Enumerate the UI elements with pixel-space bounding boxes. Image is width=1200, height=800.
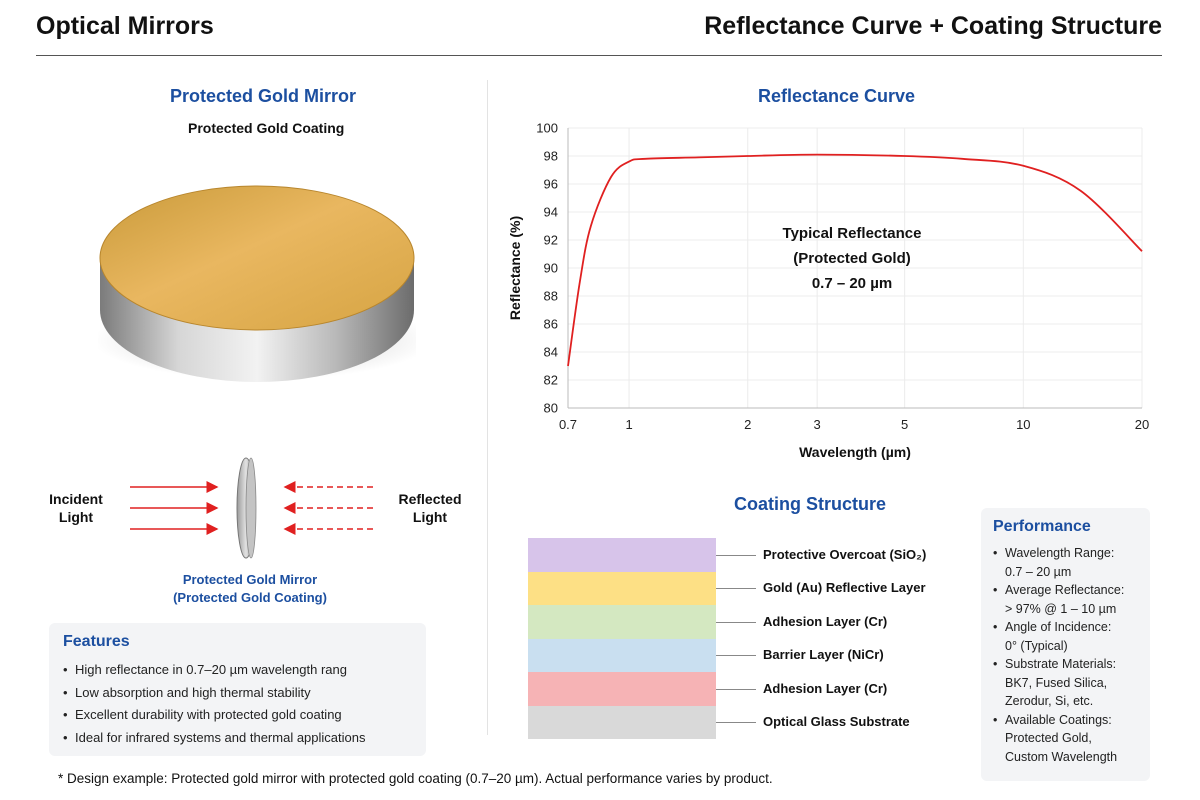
x-tick-label: 3 [814, 417, 821, 432]
mirror-caption: Protected Gold Mirror (Protected Gold Co… [173, 572, 327, 605]
x-tick-label: 2 [744, 417, 751, 432]
y-tick-label: 100 [536, 121, 558, 136]
performance-item: Substrate Materials:BK7, Fused Silica, Z… [993, 655, 1138, 711]
column-divider [487, 80, 488, 735]
coating-layer [528, 538, 716, 572]
y-tick-label: 96 [544, 177, 558, 192]
gold-mirror-image [93, 170, 433, 390]
layer-leader-line [716, 655, 756, 657]
coating-layer [528, 638, 716, 672]
incident-light-label: Incident Light [49, 491, 103, 525]
coating-stack [528, 538, 716, 739]
coating-layer-label: Optical Glass Substrate [763, 714, 910, 730]
y-axis-label: Reflectance (%) [507, 216, 523, 320]
chart-annotation: (Protected Gold) [793, 250, 911, 267]
x-tick-label: 10 [1016, 417, 1030, 432]
reflected-arrows [283, 481, 373, 535]
x-axis-label: Wavelength (µm) [799, 444, 911, 460]
incident-arrows [130, 481, 219, 535]
coating-layer-label: Adhesion Layer (Cr) [763, 680, 888, 696]
feature-item: Ideal for infrared systems and thermal a… [63, 727, 412, 750]
coating-layer-label: Adhesion Layer (Cr) [763, 613, 888, 629]
x-tick-label: 20 [1135, 417, 1149, 432]
coating-layer-label: Protective Overcoat (SiO₂) [763, 546, 927, 562]
y-tick-label: 82 [544, 373, 558, 388]
chart-annotation: 0.7 – 20 µm [812, 275, 892, 292]
header-divider [36, 55, 1162, 56]
layer-leader-line [716, 688, 756, 690]
performance-item: Average Reflectance:> 97% @ 1 – 10 µm [993, 581, 1138, 618]
feature-item: High reflectance in 0.7–20 µm wavelength… [63, 659, 412, 682]
chart-title: Reflectance Curve [758, 86, 916, 106]
footnote: * Design example: Protected gold mirror … [58, 771, 773, 786]
coating-layer [528, 672, 716, 706]
performance-title: Performance [993, 518, 1091, 535]
chart-annotation: Typical Reflectance [783, 225, 922, 242]
y-tick-label: 92 [544, 233, 558, 248]
layer-leader-line [716, 722, 756, 724]
reflectance-chart: 80 82 84 86 88 90 92 94 96 98 100 0.7 1 2 3 5 10 20 Wavele… [507, 121, 1149, 461]
feature-item: Excellent durability with protected gold… [63, 704, 412, 727]
performance-item: Wavelength Range:0.7 – 20 µm [993, 544, 1138, 581]
layer-leader-line [716, 588, 756, 590]
features-title: Features [63, 633, 130, 650]
y-tick-label: 80 [544, 401, 558, 416]
performance-box: Performance Wavelength Range:0.7 – 20 µm… [981, 508, 1150, 781]
feature-item: Low absorption and high thermal stabilit… [63, 682, 412, 705]
y-tick-label: 88 [544, 289, 558, 304]
features-box: Features High reflectance in 0.7–20 µm w… [49, 623, 426, 756]
layer-leader-line [716, 621, 756, 623]
reflectance-series-line [567, 153, 1143, 367]
x-tick-label: 5 [901, 417, 908, 432]
y-tick-label: 84 [544, 345, 558, 360]
coating-layer [528, 571, 716, 605]
y-tick-label: 98 [544, 149, 558, 164]
performance-item: Available Coatings:Protected Gold, Custo… [993, 711, 1138, 767]
x-tick-label: 0.7 [559, 417, 577, 432]
coating-layer [528, 705, 716, 739]
y-tick-label: 90 [544, 261, 558, 276]
layer-leader-line [716, 554, 756, 556]
y-tick-label: 94 [544, 205, 558, 220]
section-title: Reflectance Curve + Coating Structure [704, 12, 1162, 40]
mirror-subtitle: Protected Gold Coating [188, 120, 345, 136]
coating-layer [528, 605, 716, 639]
x-tick-label: 1 [625, 417, 632, 432]
coating-layer-label: Barrier Layer (NiCr) [763, 647, 884, 663]
mirror-title: Protected Gold Mirror [170, 86, 357, 106]
reflected-light-label: Reflected Light [398, 491, 462, 525]
y-tick-label: 86 [544, 317, 558, 332]
coating-layer-label: Gold (Au) Reflective Layer [763, 580, 926, 596]
page-title: Optical Mirrors [36, 12, 214, 40]
light-path-diagram [130, 457, 373, 559]
mirror-plate [236, 457, 257, 559]
performance-item: Angle of Incidence:0° (Typical) [993, 618, 1138, 655]
coating-title: Coating Structure [734, 494, 887, 514]
